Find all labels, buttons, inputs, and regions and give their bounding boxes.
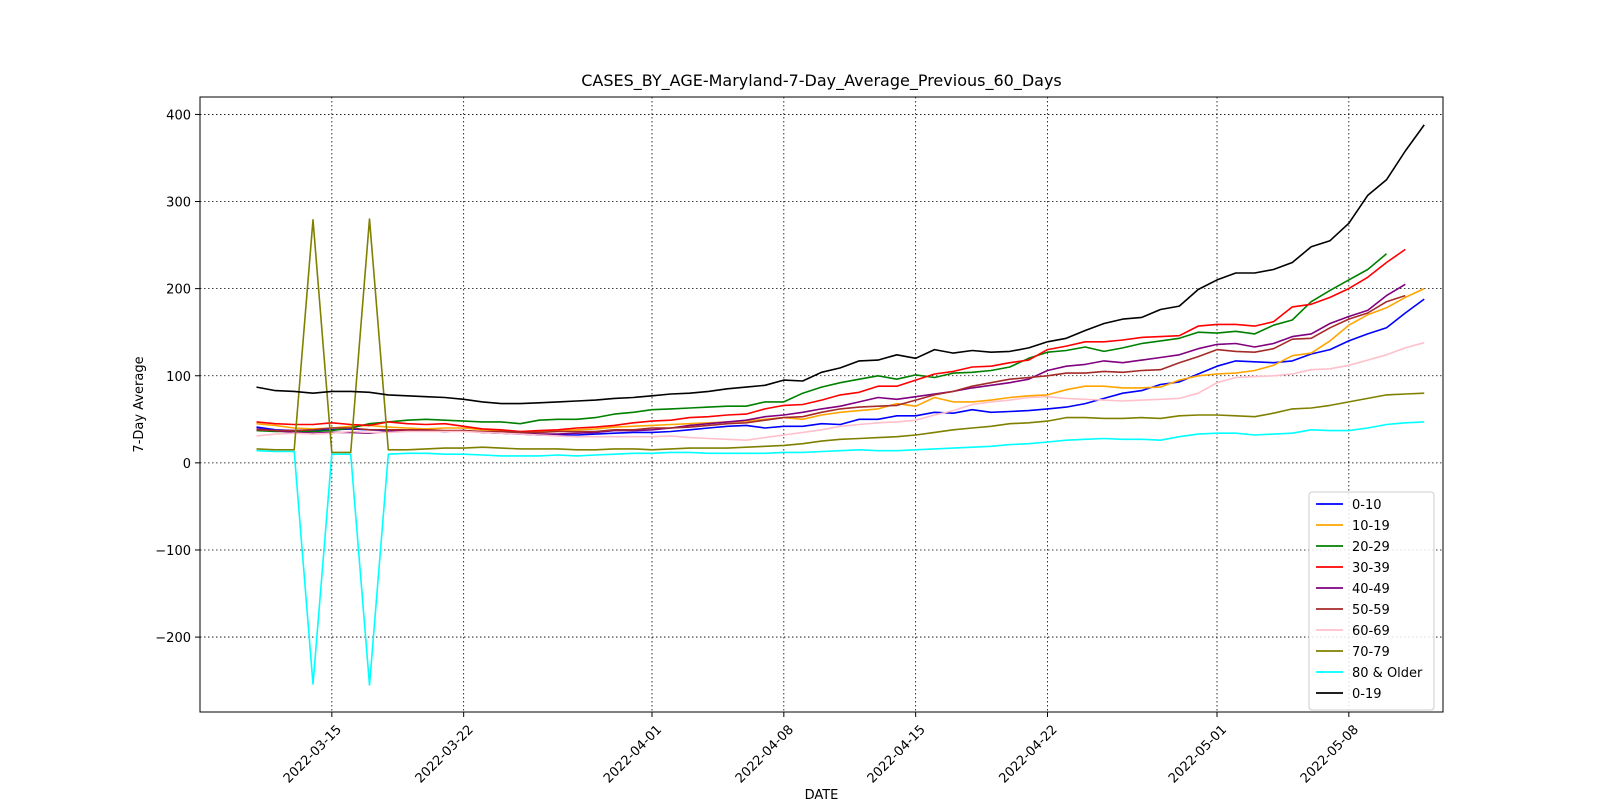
y-tick-label: −100	[155, 544, 191, 559]
legend-label: 70-79	[1352, 645, 1390, 660]
series-line-7	[256, 218, 1425, 454]
legend-label: 50-59	[1352, 603, 1390, 618]
series-line-5	[256, 294, 1406, 434]
series-line-3	[256, 248, 1406, 433]
y-tick-label: 0	[183, 457, 191, 472]
series-line-6	[256, 341, 1425, 442]
legend-label: 0-10	[1352, 498, 1382, 513]
series-line-1	[256, 287, 1425, 433]
legend-label: 0-19	[1352, 687, 1382, 702]
series-lines	[256, 124, 1425, 686]
x-axis-label: DATE	[805, 788, 839, 800]
legend-label: 80 & Older	[1352, 666, 1423, 681]
series-line-9	[256, 124, 1425, 405]
y-tick-label: 200	[166, 283, 191, 298]
y-tick-label: −200	[155, 631, 191, 646]
y-tick-label: 100	[166, 370, 191, 385]
legend-label: 30-39	[1352, 561, 1390, 576]
grid	[200, 97, 1443, 712]
y-tick-label: 400	[166, 108, 191, 123]
legend-label: 10-19	[1352, 519, 1390, 534]
legend-label: 40-49	[1352, 582, 1390, 597]
series-line-2	[256, 253, 1388, 433]
legend-label: 20-29	[1352, 540, 1390, 555]
chart-title: CASES_BY_AGE-Maryland-7-Day_Average_Prev…	[581, 71, 1062, 91]
legend: 0-10 10-19 20-29 30-39 40-49 50-59 60-69 70-79 8…	[1308, 491, 1435, 711]
series-line-8	[256, 421, 1425, 686]
legend-label: 60-69	[1352, 624, 1390, 639]
y-tick-label: 300	[166, 196, 191, 211]
plot-frame	[199, 96, 1444, 713]
y-axis-label: 7-Day Average	[132, 356, 147, 452]
